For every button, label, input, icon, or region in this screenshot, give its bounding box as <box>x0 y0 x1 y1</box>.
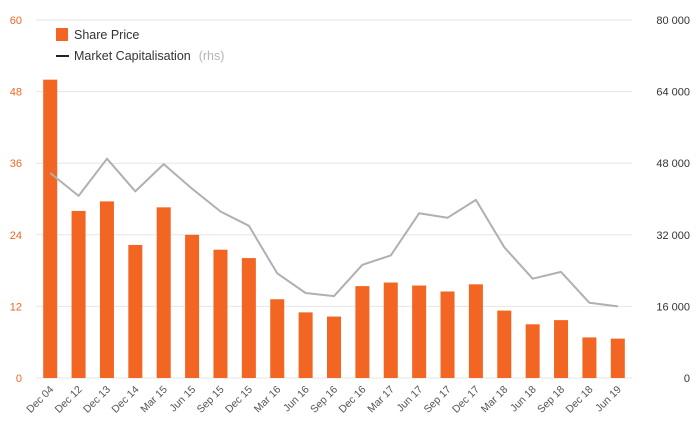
share-price-bar <box>213 249 228 378</box>
x-tick-label: Jun 15 <box>167 384 198 415</box>
share-price-bar <box>440 291 455 378</box>
share-price-bar <box>554 320 569 378</box>
x-tick-label: Dec 18 <box>564 384 596 416</box>
x-tick-label: Sep 18 <box>535 384 567 416</box>
share-price-bar <box>43 79 58 379</box>
market-cap-line-group <box>49 157 618 308</box>
x-tick-label: Jun 17 <box>394 384 425 415</box>
x-tick-label: Jun 19 <box>593 384 624 415</box>
left-y-tick-label: 60 <box>10 15 22 27</box>
share-price-bar <box>497 310 512 378</box>
share-price-bar <box>99 201 114 378</box>
x-tick-label: Mar 18 <box>479 384 511 416</box>
share-price-bar <box>270 299 285 378</box>
right-y-axis-ticks: 0 16 000 32 000 48 000 64 000 80 000 <box>656 15 690 385</box>
x-tick-label: Sep 16 <box>308 384 340 416</box>
x-tick-label: Sep 15 <box>195 384 227 416</box>
share-price-bar <box>185 234 200 378</box>
left-y-tick-label: 24 <box>10 230 22 242</box>
x-tick-label: Dec 04 <box>24 384 56 416</box>
left-y-tick-label: 12 <box>10 301 22 313</box>
x-tick-label: Dec 17 <box>450 384 482 416</box>
x-tick-label: Mar 16 <box>252 384 284 416</box>
share-price-bar <box>241 258 256 378</box>
share-price-bar <box>327 316 341 378</box>
right-y-tick-label: 64 000 <box>656 87 690 99</box>
right-y-tick-label: 0 <box>684 373 690 385</box>
x-tick-label: Dec 15 <box>223 384 255 416</box>
right-y-tick-label: 16 000 <box>656 301 690 313</box>
share-price-bar <box>128 244 143 378</box>
legend: Share Price Market Capitalisation (rhs) <box>56 28 224 64</box>
x-tick-label: Sep 17 <box>422 384 454 416</box>
x-tick-label: Dec 12 <box>53 384 85 416</box>
share-price-bar <box>71 210 86 378</box>
legend-rhs-note: (rhs) <box>199 49 225 63</box>
market-cap-line <box>49 157 618 308</box>
left-y-tick-label: 0 <box>16 373 22 385</box>
x-tick-label: Mar 17 <box>365 384 397 416</box>
share-price-bar <box>412 285 427 378</box>
left-y-axis-ticks: 0 12 24 36 48 60 <box>10 15 22 385</box>
right-y-tick-label: 80 000 <box>656 15 690 27</box>
legend-share-price-label: Share Price <box>74 28 139 42</box>
share-price-bar <box>525 324 540 378</box>
share-price-bar <box>582 337 597 378</box>
share-price-bar <box>383 282 398 378</box>
legend-share-price-swatch <box>56 28 68 41</box>
right-y-tick-label: 48 000 <box>656 158 690 170</box>
share-price-bar <box>355 286 370 378</box>
legend-market-cap-text: Market Capitalisation (rhs) <box>74 47 224 64</box>
share-price-bars <box>43 79 625 379</box>
x-tick-label: Dec 16 <box>336 384 368 416</box>
right-y-tick-label: 32 000 <box>656 230 690 242</box>
x-tick-label: Jun 16 <box>281 384 312 415</box>
share-price-bar <box>298 312 313 378</box>
x-tick-label: Mar 15 <box>138 384 170 416</box>
legend-market-cap-label: Market Capitalisation <box>74 49 191 63</box>
share-price-bar <box>468 284 483 378</box>
left-y-tick-label: 36 <box>10 158 22 170</box>
left-y-tick-label: 48 <box>10 87 22 99</box>
share-price-bar <box>610 338 625 378</box>
x-tick-label: Jun 18 <box>508 384 539 415</box>
x-tick-label: Dec 13 <box>81 384 113 416</box>
share-price-bar <box>156 207 171 378</box>
x-tick-label: Dec 14 <box>109 384 141 416</box>
